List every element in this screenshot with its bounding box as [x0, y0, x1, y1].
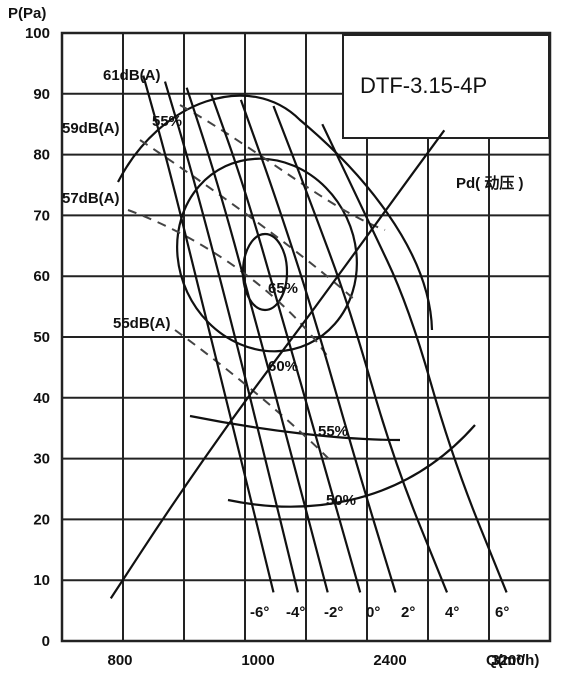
- blade-angle-label-0: 0°: [366, 604, 380, 621]
- efficiency-contours: [117, 94, 476, 508]
- x-tick-label: 2400: [373, 652, 406, 669]
- y-tick-label: 70: [33, 207, 50, 224]
- y-tick-label: 10: [33, 572, 50, 589]
- model-title: DTF-3.15-4P: [360, 73, 487, 98]
- blade-angle-label-m6: -6°: [250, 604, 269, 621]
- blade-angle-label-m4: -4°: [286, 604, 305, 621]
- noise-line-55: [174, 329, 331, 461]
- noise-label-61: 61dB(A): [103, 67, 161, 84]
- y-tick-label: 0: [42, 633, 50, 650]
- noise-label-59: 59dB(A): [62, 120, 120, 137]
- noise-lines: [127, 104, 386, 461]
- efficiency-label-65: 65%: [268, 280, 298, 297]
- blade-angle-label-6: 6°: [495, 604, 509, 621]
- x-tick-label: 800: [107, 652, 132, 669]
- series-curve-4: [239, 99, 397, 593]
- y-tick-label: 20: [33, 511, 50, 528]
- noise-label-55: 55dB(A): [113, 315, 171, 332]
- x-tick-label: 1000: [241, 652, 274, 669]
- noise-label-57: 57dB(A): [62, 190, 120, 207]
- series-curve-7: [109, 129, 446, 600]
- x-tick-label: 3200: [491, 652, 524, 669]
- model-box: [342, 34, 550, 139]
- blade-angle-label-4: 4°: [445, 604, 459, 621]
- y-axis-ticks: 0 10 20 30 40 50 60 70 80 90 100: [25, 25, 50, 650]
- y-tick-label: 60: [33, 268, 50, 285]
- x-axis-ticks: 800 1000 2400 3200: [107, 652, 524, 669]
- series-curve-2: [185, 87, 329, 593]
- y-tick-label: 80: [33, 147, 50, 164]
- efficiency-label-top: 55%: [152, 113, 182, 130]
- efficiency-label-50: 50%: [326, 492, 356, 509]
- series-curve-0: [142, 75, 275, 593]
- series-curve-1: [163, 81, 299, 593]
- blade-angle-label-2: 2°: [401, 604, 415, 621]
- blade-angle-label-m2: -2°: [324, 604, 343, 621]
- noise-line-61: [179, 104, 386, 231]
- noise-line-59: [139, 139, 356, 301]
- efficiency-label-60: 60%: [268, 358, 298, 375]
- series-curve-3: [210, 93, 362, 593]
- efficiency-contour-50: [227, 424, 476, 508]
- efficiency-contour-outer: [117, 94, 434, 331]
- efficiency-contour-60: [176, 157, 358, 353]
- y-tick-label: 50: [33, 329, 50, 346]
- pd-label: Pd( 动压 ): [456, 174, 524, 192]
- efficiency-contour-55: [189, 414, 401, 442]
- series-curves: [109, 75, 508, 600]
- y-tick-label: 100: [25, 25, 50, 42]
- y-axis-label: P(Pa): [8, 5, 46, 22]
- series-curve-6: [321, 123, 508, 593]
- y-tick-label: 90: [33, 86, 50, 103]
- y-tick-label: 30: [33, 451, 50, 468]
- x-axis-label: Q(m³/h): [486, 652, 539, 669]
- noise-line-57: [127, 209, 331, 361]
- efficiency-label-55: 55%: [318, 423, 348, 440]
- y-tick-label: 40: [33, 390, 50, 407]
